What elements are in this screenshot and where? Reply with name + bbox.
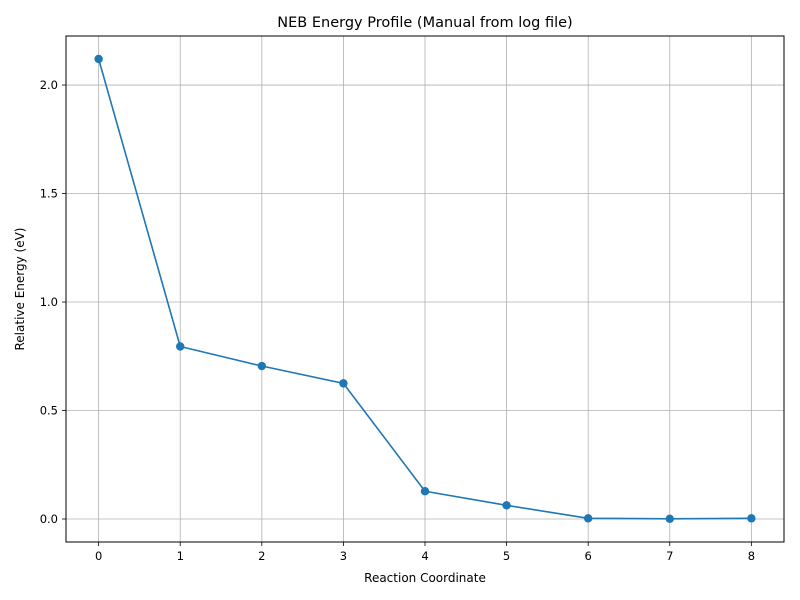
chart-title: NEB Energy Profile (Manual from log file… <box>277 15 572 31</box>
x-tick-label: 3 <box>340 549 347 563</box>
data-point <box>176 342 185 351</box>
x-tick-label: 6 <box>585 549 592 563</box>
y-tick-label: 1.5 <box>40 187 58 201</box>
x-tick-label: 8 <box>748 549 755 563</box>
grid-lines <box>66 36 784 542</box>
x-tick-label: 4 <box>421 549 428 563</box>
data-point <box>583 514 593 523</box>
y-tick-label: 1.0 <box>40 295 58 309</box>
x-tick-label: 1 <box>177 549 184 563</box>
x-tick-label: 5 <box>503 549 510 563</box>
y-tick-label: 0.0 <box>40 512 58 526</box>
y-tick-label: 0.5 <box>40 404 58 418</box>
data-point <box>747 514 756 523</box>
x-tick-label: 0 <box>95 549 102 563</box>
y-axis-label: Relative Energy (eV) <box>13 228 27 351</box>
data-point <box>502 501 511 510</box>
data-point <box>665 514 674 523</box>
data-point <box>94 54 103 64</box>
data-point <box>339 379 348 388</box>
x-tick-label: 2 <box>258 549 265 563</box>
x-axis-label: Reaction Coordinate <box>364 571 486 585</box>
data-point <box>420 487 430 496</box>
data-point <box>257 361 267 371</box>
axis-ticks: 0 1 2 3 4 5 6 7 8 0.0 0.5 1.0 1.5 2.0 <box>40 78 755 563</box>
y-tick-label: 2.0 <box>40 78 58 92</box>
x-tick-label: 7 <box>666 549 673 563</box>
data-series <box>94 54 756 523</box>
